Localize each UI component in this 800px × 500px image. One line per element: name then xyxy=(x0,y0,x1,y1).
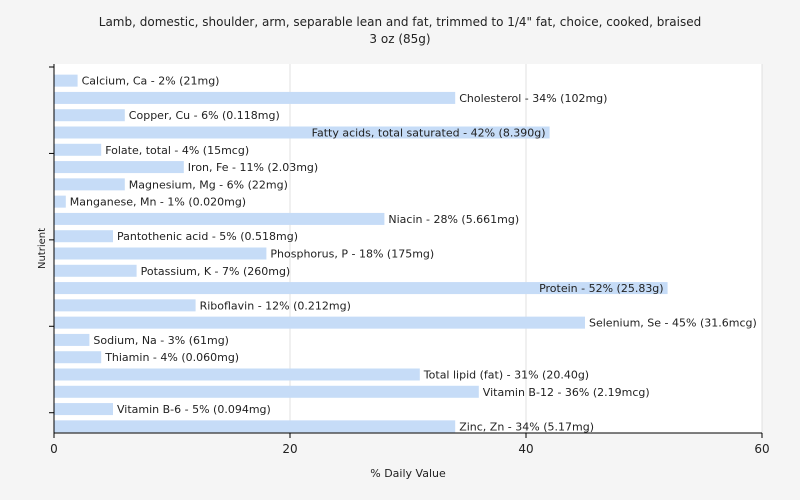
bar xyxy=(54,230,113,243)
bar xyxy=(54,143,102,156)
bar-label: Protein - 52% (25.83g) xyxy=(539,282,664,295)
bar-label: Vitamin B-6 - 5% (0.094mg) xyxy=(117,403,271,416)
bar xyxy=(54,74,78,87)
bar-label: Phosphorus, P - 18% (175mg) xyxy=(270,248,434,261)
bar xyxy=(54,420,456,433)
bar-label: Iron, Fe - 11% (2.03mg) xyxy=(188,161,318,174)
bar xyxy=(54,195,66,208)
bar-label: Selenium, Se - 45% (31.6mcg) xyxy=(589,317,757,330)
bar-label: Magnesium, Mg - 6% (22mg) xyxy=(129,178,288,191)
bar-label: Niacin - 28% (5.661mg) xyxy=(388,213,519,226)
bar xyxy=(54,351,102,364)
bar-label: Cholesterol - 34% (102mg) xyxy=(459,92,607,105)
bar xyxy=(54,161,184,174)
bar xyxy=(54,247,267,260)
bar-label: Thiamin - 4% (0.060mg) xyxy=(104,351,239,364)
x-tick-label: 0 xyxy=(50,442,58,456)
y-axis-label: Nutrient xyxy=(37,228,48,269)
bar xyxy=(54,264,137,277)
bar-label: Potassium, K - 7% (260mg) xyxy=(141,265,291,278)
bar xyxy=(54,316,585,329)
bar-label: Calcium, Ca - 2% (21mg) xyxy=(82,75,220,88)
bar xyxy=(54,403,113,416)
bar-label: Zinc, Zn - 34% (5.17mg) xyxy=(459,420,594,433)
bar-label: Riboflavin - 12% (0.212mg) xyxy=(200,299,351,312)
x-tick-label: 60 xyxy=(754,442,769,456)
bar-label: Fatty acids, total saturated - 42% (8.39… xyxy=(312,127,546,140)
bar xyxy=(54,368,420,381)
bar-label: Folate, total - 4% (15mcg) xyxy=(105,144,249,157)
chart-title: Lamb, domestic, shoulder, arm, separable… xyxy=(98,15,702,29)
bar xyxy=(54,178,125,191)
bar xyxy=(54,91,456,104)
x-tick-label: 40 xyxy=(518,442,533,456)
bar-label: Copper, Cu - 6% (0.118mg) xyxy=(129,109,280,122)
bar xyxy=(54,212,385,225)
chart-subtitle: 3 oz (85g) xyxy=(369,32,431,46)
x-tick-label: 20 xyxy=(282,442,297,456)
bar-label: Manganese, Mn - 1% (0.020mg) xyxy=(70,196,246,209)
x-axis-label: % Daily Value xyxy=(370,467,446,480)
bar-label: Total lipid (fat) - 31% (20.40g) xyxy=(423,369,589,382)
bar xyxy=(54,385,479,398)
bar-label: Pantothenic acid - 5% (0.518mg) xyxy=(117,230,298,243)
bar-label: Vitamin B-12 - 36% (2.19mcg) xyxy=(483,386,650,399)
bar xyxy=(54,333,90,346)
bar xyxy=(54,299,196,312)
bar xyxy=(54,126,550,139)
bar-label: Sodium, Na - 3% (61mg) xyxy=(93,334,229,347)
bar xyxy=(54,109,125,122)
bar xyxy=(54,282,668,295)
